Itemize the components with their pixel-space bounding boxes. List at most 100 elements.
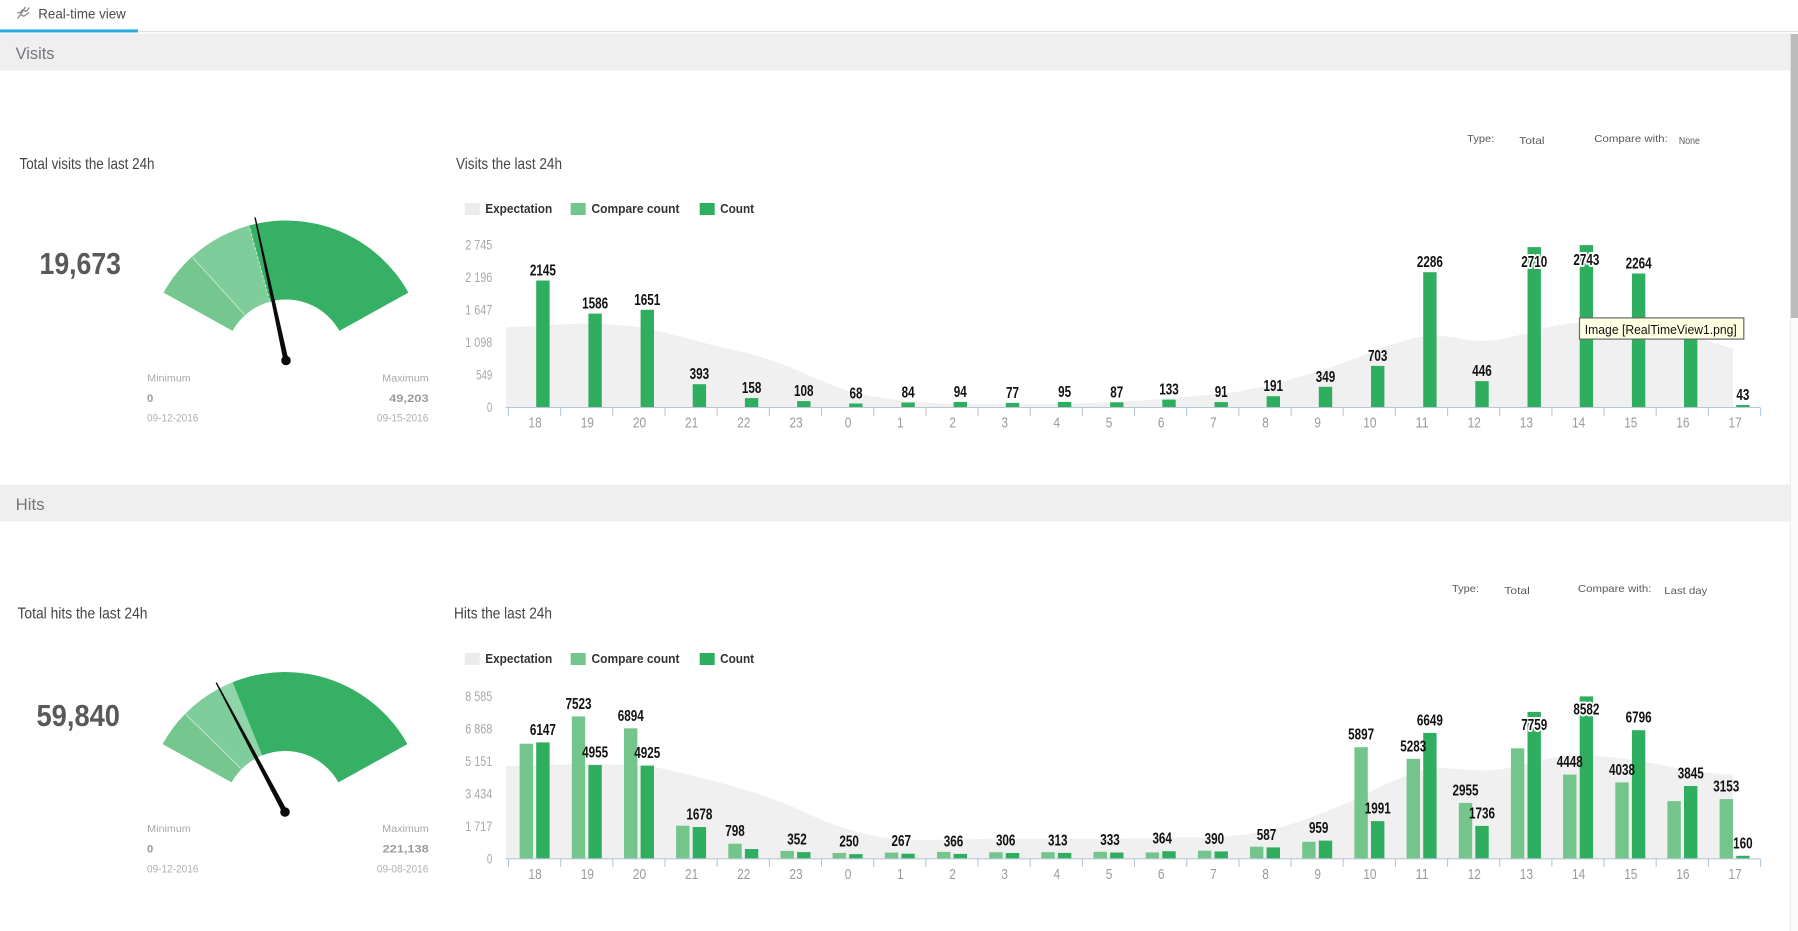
svg-text:9: 9	[1314, 415, 1321, 432]
svg-text:Maximum: Maximum	[382, 373, 428, 384]
svg-text:1: 1	[897, 866, 904, 883]
svg-text:7: 7	[1210, 866, 1217, 883]
svg-text:18: 18	[529, 415, 542, 432]
svg-text:Total: Total	[1519, 135, 1544, 147]
svg-text:2710: 2710	[1521, 254, 1547, 271]
svg-text:Real-time view: Real-time view	[38, 6, 126, 22]
svg-text:Maximum: Maximum	[382, 824, 428, 835]
svg-text:0: 0	[845, 866, 852, 883]
svg-text:1736: 1736	[1469, 805, 1495, 822]
svg-text:8582: 8582	[1573, 701, 1599, 718]
svg-text:77: 77	[1006, 385, 1019, 402]
svg-text:3: 3	[1001, 866, 1008, 883]
svg-text:14: 14	[1572, 415, 1585, 432]
svg-text:352: 352	[787, 832, 807, 849]
svg-text:6796: 6796	[1626, 710, 1652, 727]
svg-text:Visits the last 24h: Visits the last 24h	[456, 156, 562, 173]
svg-text:16: 16	[1676, 866, 1689, 883]
svg-text:15: 15	[1624, 415, 1637, 432]
svg-text:221,138: 221,138	[383, 844, 429, 856]
svg-text:313: 313	[1048, 832, 1068, 849]
svg-text:1991: 1991	[1365, 801, 1391, 818]
svg-text:Total visits the last 24h: Total visits the last 24h	[20, 156, 155, 173]
svg-text:11: 11	[1416, 866, 1429, 883]
svg-text:7: 7	[1210, 415, 1217, 432]
svg-text:Type:: Type:	[1452, 583, 1479, 595]
svg-text:3: 3	[1001, 415, 1008, 432]
svg-text:2 196: 2 196	[465, 270, 492, 285]
svg-text:959: 959	[1309, 820, 1329, 837]
svg-text:390: 390	[1205, 831, 1225, 848]
svg-text:6: 6	[1158, 415, 1165, 432]
svg-text:6649: 6649	[1417, 712, 1443, 729]
svg-text:2743: 2743	[1573, 252, 1599, 269]
svg-text:1 098: 1 098	[465, 335, 492, 350]
svg-text:Total hits the last 24h: Total hits the last 24h	[18, 605, 148, 622]
svg-text:0: 0	[147, 844, 153, 856]
svg-text:6894: 6894	[618, 708, 644, 725]
svg-text:59,840: 59,840	[37, 698, 121, 733]
svg-text:587: 587	[1257, 827, 1277, 844]
svg-text:0: 0	[487, 851, 492, 866]
svg-text:None: None	[1679, 135, 1700, 147]
svg-text:2264: 2264	[1626, 256, 1652, 273]
svg-text:2: 2	[949, 415, 956, 432]
svg-text:9: 9	[1314, 866, 1321, 883]
svg-text:84: 84	[902, 385, 915, 402]
svg-text:Visits: Visits	[16, 45, 55, 63]
svg-text:10: 10	[1363, 415, 1376, 432]
svg-text:1 717: 1 717	[465, 819, 492, 834]
svg-text:Compare with:: Compare with:	[1578, 583, 1652, 595]
svg-text:3845: 3845	[1678, 766, 1704, 783]
svg-text:2955: 2955	[1453, 782, 1479, 799]
svg-text:Count: Count	[720, 201, 755, 216]
svg-text:4448: 4448	[1557, 754, 1583, 771]
svg-text:18: 18	[529, 866, 542, 883]
svg-text:11: 11	[1416, 415, 1429, 432]
svg-text:160: 160	[1733, 835, 1753, 852]
svg-text:703: 703	[1368, 348, 1388, 365]
svg-text:12: 12	[1468, 866, 1481, 883]
svg-text:19,673: 19,673	[40, 246, 122, 281]
svg-text:0: 0	[487, 400, 492, 415]
svg-text:1586: 1586	[582, 296, 608, 313]
svg-text:5283: 5283	[1400, 738, 1426, 755]
svg-text:5: 5	[1106, 866, 1113, 883]
svg-text:Total: Total	[1504, 585, 1529, 597]
svg-text:21: 21	[685, 866, 698, 883]
svg-text:6147: 6147	[530, 722, 556, 739]
svg-text:8 585: 8 585	[465, 689, 492, 704]
svg-text:49,203: 49,203	[389, 393, 429, 405]
svg-text:17: 17	[1729, 415, 1742, 432]
svg-text:5 151: 5 151	[465, 754, 492, 769]
svg-text:4038: 4038	[1609, 762, 1635, 779]
svg-text:Hits the last 24h: Hits the last 24h	[454, 605, 552, 622]
svg-text:4925: 4925	[634, 745, 660, 762]
svg-text:2145: 2145	[530, 263, 556, 280]
svg-text:250: 250	[839, 834, 859, 851]
svg-text:1: 1	[897, 415, 904, 432]
svg-text:09-12-2016: 09-12-2016	[147, 863, 198, 875]
svg-text:6 868: 6 868	[465, 721, 492, 736]
svg-text:Expectation: Expectation	[485, 651, 552, 666]
svg-text:Last day: Last day	[1664, 585, 1708, 597]
svg-text:Compare count: Compare count	[592, 201, 681, 216]
svg-text:108: 108	[794, 383, 814, 400]
svg-text:43: 43	[1736, 387, 1749, 404]
svg-text:19: 19	[581, 866, 594, 883]
svg-text:87: 87	[1110, 384, 1123, 401]
svg-text:Compare count: Compare count	[592, 651, 681, 666]
svg-text:22: 22	[737, 415, 750, 432]
svg-text:09-15-2016: 09-15-2016	[377, 413, 428, 425]
svg-text:12: 12	[1468, 415, 1481, 432]
svg-text:4: 4	[1054, 866, 1061, 883]
svg-text:2: 2	[949, 866, 956, 883]
svg-text:364: 364	[1152, 831, 1172, 848]
svg-text:8: 8	[1262, 415, 1269, 432]
svg-text:23: 23	[789, 415, 802, 432]
svg-text:Hits: Hits	[16, 496, 45, 514]
svg-text:Expectation: Expectation	[485, 201, 552, 216]
svg-text:15: 15	[1624, 866, 1637, 883]
svg-text:Image [RealTimeView1.png]: Image [RealTimeView1.png]	[1585, 323, 1737, 337]
svg-text:0: 0	[845, 415, 852, 432]
